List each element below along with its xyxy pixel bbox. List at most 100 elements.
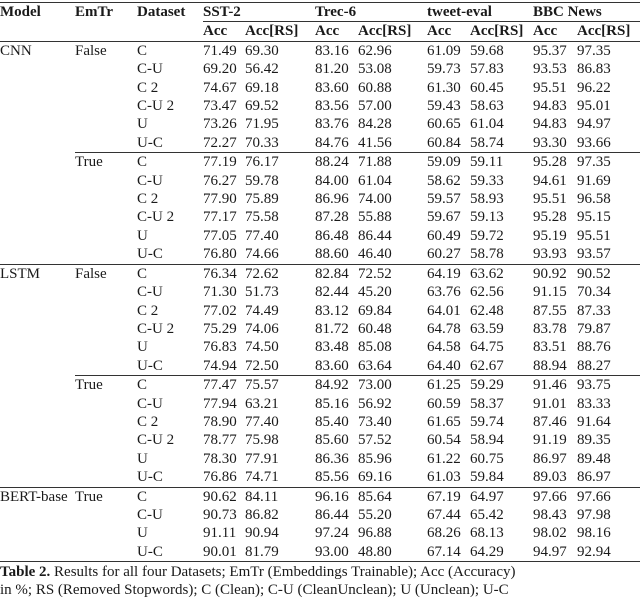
value-cell: 67.44 — [427, 506, 461, 523]
value-cell: 63.21 — [245, 395, 279, 412]
dataset-cell: C-U 2 — [137, 209, 175, 226]
value-cell: 59.57 — [427, 191, 461, 208]
table-row: C 2 77.02 74.49 83.12 69.84 64.01 62.48 87.55 87… — [0, 302, 640, 320]
dataset-cell: C 2 — [137, 79, 159, 96]
value-cell: 74.00 — [358, 191, 392, 208]
value-cell: 61.25 — [427, 375, 470, 395]
value-cell: 72.50 — [245, 357, 279, 374]
value-cell: 60.75 — [470, 450, 504, 467]
dataset-cell: U — [137, 525, 148, 542]
value-cell: 77.90 — [203, 191, 237, 208]
value-cell: 88.94 — [533, 357, 567, 374]
value-cell: 55.20 — [358, 506, 392, 523]
dataset-cell: C-U — [137, 395, 163, 412]
value-cell: 57.00 — [358, 98, 392, 115]
model-cell — [0, 302, 75, 320]
emtr-cell: True — [75, 486, 137, 506]
value-cell: 73.40 — [358, 413, 392, 430]
model-cell — [0, 413, 75, 431]
value-cell: 74.49 — [245, 302, 279, 319]
emtr-cell — [75, 450, 137, 468]
value-cell: 46.40 — [358, 246, 392, 263]
dataset-cell: C 2 — [137, 413, 159, 430]
value-cell: 72.52 — [358, 263, 427, 284]
table-row: C-U 2 78.77 75.98 85.60 57.52 60.54 58.94 91.19… — [0, 431, 640, 449]
model-cell — [0, 245, 75, 264]
model-cell — [0, 115, 75, 133]
value-cell: 59.09 — [427, 152, 470, 172]
caption-text-line1: Results for all four Datasets; EmTr (Emb… — [50, 564, 516, 581]
value-cell: 87.46 — [533, 413, 567, 430]
value-cell: 83.76 — [315, 116, 349, 133]
value-cell: 57.52 — [358, 432, 392, 449]
value-cell: 97.66 — [577, 486, 640, 506]
value-cell: 61.09 — [427, 40, 470, 61]
dataset-cell: C-U 2 — [137, 432, 175, 449]
value-cell: 88.60 — [315, 246, 349, 263]
value-cell: 45.20 — [358, 284, 392, 301]
dataset-cell: U-C — [137, 357, 163, 374]
value-cell: 65.42 — [470, 506, 504, 523]
value-cell: 86.36 — [315, 450, 349, 467]
table-row: C-U 76.27 59.78 84.00 61.04 58.62 59.33 94.61 91… — [0, 172, 640, 190]
emtr-cell — [75, 543, 137, 561]
dataset-cell: C-U — [137, 61, 163, 78]
table-row: C-U 69.20 56.42 81.20 53.08 59.73 57.83 93.53 86… — [0, 60, 640, 78]
model-cell — [0, 431, 75, 449]
value-cell: 94.97 — [533, 543, 567, 560]
value-cell: 64.78 — [427, 320, 461, 337]
table-row: U-C 74.94 72.50 83.60 63.64 64.40 62.67 88.94 88… — [0, 357, 640, 376]
emtr-cell: False — [75, 40, 137, 61]
table-row: U-C 76.80 74.66 88.60 46.40 60.27 58.78 93.93 93… — [0, 245, 640, 264]
model-cell — [0, 506, 75, 524]
value-cell: 96.22 — [577, 79, 611, 96]
model-cell — [0, 283, 75, 301]
emtr-cell — [75, 506, 137, 524]
dataset-cell: C — [137, 375, 203, 395]
value-cell: 76.86 — [203, 469, 237, 486]
value-cell: 85.56 — [315, 469, 349, 486]
value-cell: 98.02 — [533, 525, 567, 542]
value-cell: 61.22 — [427, 450, 461, 467]
dataset-cell: C — [137, 263, 203, 284]
table-row: C 2 77.90 75.89 86.96 74.00 59.57 58.93 95.51 96… — [0, 190, 640, 208]
value-cell: 59.78 — [245, 172, 279, 189]
value-cell: 61.30 — [427, 79, 461, 96]
model-cell: BERT-base — [0, 486, 75, 506]
value-cell: 69.30 — [245, 40, 315, 61]
value-cell: 59.72 — [470, 227, 504, 244]
value-cell: 93.30 — [533, 134, 567, 151]
value-cell: 82.44 — [315, 284, 349, 301]
value-cell: 96.16 — [315, 486, 358, 506]
value-cell: 86.97 — [577, 469, 611, 486]
value-cell: 87.55 — [533, 302, 567, 319]
dataset-cell: U — [137, 227, 148, 244]
emtr-cell — [75, 524, 137, 542]
value-cell: 72.62 — [245, 263, 315, 284]
value-cell: 86.44 — [358, 227, 392, 244]
table-row: U 78.30 77.91 86.36 85.96 61.22 60.75 86.97 89.4… — [0, 450, 640, 468]
value-cell: 59.13 — [470, 209, 504, 226]
emtr-cell — [75, 395, 137, 413]
value-cell: 69.20 — [203, 61, 237, 78]
value-cell: 61.65 — [427, 413, 461, 430]
value-cell: 89.35 — [577, 432, 611, 449]
value-cell: 64.75 — [470, 339, 504, 356]
dataset-cell: C-U — [137, 172, 163, 189]
table-caption: Table 2. Results for all four Datasets; … — [0, 561, 640, 599]
emtr-cell — [75, 190, 137, 208]
value-cell: 60.49 — [427, 227, 461, 244]
value-cell: 59.33 — [470, 172, 504, 189]
value-cell: 58.74 — [470, 134, 504, 151]
value-cell: 98.16 — [577, 525, 611, 542]
value-cell: 74.67 — [203, 79, 237, 96]
subheader-acc-rs: Acc[RS] — [470, 23, 524, 40]
value-cell: 86.96 — [315, 191, 349, 208]
value-cell: 51.73 — [245, 284, 279, 301]
value-cell: 94.97 — [577, 116, 611, 133]
table-row: True C 77.47 75.57 84.92 73.00 61.25 59.29 91.46… — [0, 375, 640, 395]
table-row: U-C 76.86 74.71 85.56 69.16 61.03 59.84 89.03 86… — [0, 468, 640, 487]
dataset-cell: U — [137, 116, 148, 133]
value-cell: 91.11 — [203, 525, 237, 542]
value-cell: 62.67 — [470, 357, 504, 374]
